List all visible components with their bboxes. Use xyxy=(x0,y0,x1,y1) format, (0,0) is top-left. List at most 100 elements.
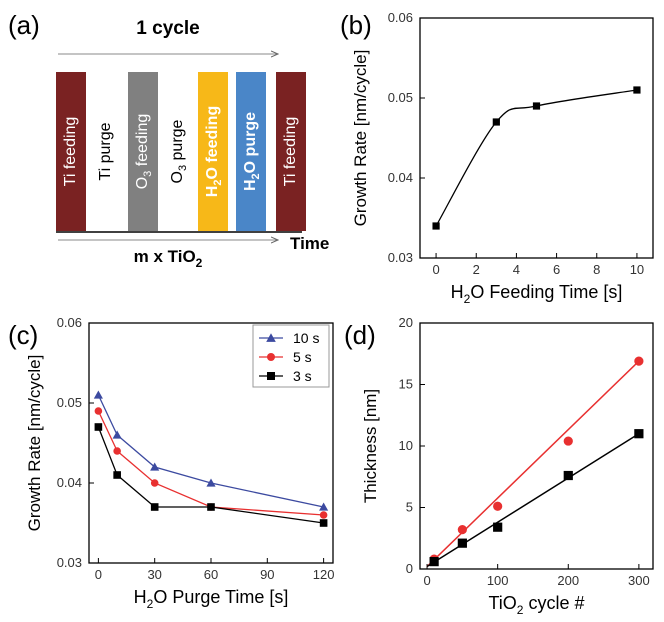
x-tick-label: 60 xyxy=(204,567,218,582)
step-label-sub: 2 xyxy=(212,180,224,186)
y-axis-label: Growth Rate [nm/cycle] xyxy=(351,50,370,227)
x-tick-label: 10 xyxy=(630,262,644,277)
y-tick-label: 10 xyxy=(399,438,413,453)
x-axis-label: H2O Feeding Time [s] xyxy=(451,282,623,306)
x-tick-label: 120 xyxy=(313,567,335,582)
legend-marker xyxy=(266,333,276,342)
step-label-4: O3 purge xyxy=(169,119,189,183)
step-label-sub: 3 xyxy=(142,171,154,177)
repeat-label-sub: 2 xyxy=(196,256,203,270)
y-axis-label: Thickness [nm] xyxy=(361,389,380,503)
data-point xyxy=(457,525,467,535)
x-tick-label: 90 xyxy=(260,567,274,582)
data-point xyxy=(429,557,439,567)
step-label-part: Ti purge xyxy=(97,122,114,180)
time-label: Time xyxy=(290,234,329,253)
data-point xyxy=(112,430,122,439)
step-block-5 xyxy=(198,72,228,231)
x-axis-label-sub: 2 xyxy=(464,292,471,306)
data-point xyxy=(634,356,644,366)
x-tick-label: 8 xyxy=(593,262,600,277)
step-label-part: O xyxy=(169,171,186,183)
data-point xyxy=(432,222,440,230)
step-label-sub: 2 xyxy=(250,173,262,179)
step-label-part: purge xyxy=(169,119,186,164)
step-label-part: H xyxy=(242,179,259,191)
x-axis-label: H2O Purge Time [s] xyxy=(134,587,289,611)
step-block-1 xyxy=(56,72,86,231)
repeat-label-main: m x TiO xyxy=(134,247,196,266)
step-label-part: O xyxy=(134,177,151,189)
x-axis-label-sub: 2 xyxy=(147,597,154,611)
x-tick-label: 0 xyxy=(432,262,439,277)
x-tick-label: 0 xyxy=(95,567,102,582)
step-label-part: O purge xyxy=(242,112,259,173)
x-tick-label: 0 xyxy=(423,573,430,588)
data-point xyxy=(113,447,121,455)
step-label-5: H2O feeding xyxy=(204,106,224,197)
x-tick-label: 300 xyxy=(628,573,650,588)
data-point xyxy=(493,501,503,511)
data-point xyxy=(633,86,641,94)
y-tick-label: 15 xyxy=(399,377,413,392)
step-label-7: Ti feeding xyxy=(282,117,299,187)
y-tick-label: 0.06 xyxy=(388,10,413,25)
y-tick-label: 20 xyxy=(399,315,413,330)
legend-marker xyxy=(267,353,275,361)
x-axis-label-part: cycle # xyxy=(523,593,584,613)
series-line xyxy=(435,89,638,227)
legend-label: 3 s xyxy=(293,368,312,384)
x-axis-label-part: O Feeding Time [s] xyxy=(470,282,622,302)
x-axis-label-part: O Purge Time [s] xyxy=(153,587,288,607)
x-axis-label-part: H xyxy=(451,282,464,302)
chart-c: 0 30 60 90 120 0.03 0.04 0.05 0.06 H2O Purge Time… xyxy=(25,315,334,611)
data-point xyxy=(563,436,573,446)
data-point xyxy=(207,503,215,511)
y-tick-label: 5 xyxy=(406,500,413,515)
x-axis-label-part: H xyxy=(134,587,147,607)
data-point xyxy=(93,390,103,399)
data-point xyxy=(206,478,216,487)
x-tick-label: 100 xyxy=(487,573,509,588)
data-point xyxy=(319,502,329,511)
plot-frame xyxy=(419,17,654,259)
x-axis-label: TiO2 cycle # xyxy=(488,593,584,617)
repeat-label: m x TiO2 xyxy=(134,247,203,270)
data-point xyxy=(634,429,644,439)
step-label-2: Ti purge xyxy=(97,122,114,180)
data-point xyxy=(150,462,160,471)
data-point xyxy=(532,102,541,110)
data-point xyxy=(94,423,103,431)
step-label-1: Ti feeding xyxy=(62,117,79,187)
series-line xyxy=(97,394,324,508)
cycle-label: 1 cycle xyxy=(136,18,199,39)
x-tick-label: 2 xyxy=(473,262,480,277)
data-point xyxy=(563,470,573,481)
legend-marker xyxy=(267,372,275,380)
panel-letter-c: (c) xyxy=(8,320,38,350)
data-point xyxy=(150,479,159,487)
x-tick-label: 200 xyxy=(557,573,579,588)
data-point xyxy=(113,471,121,479)
data-point xyxy=(319,519,328,527)
fit-line xyxy=(426,360,640,568)
panel-letter-b: (b) xyxy=(340,10,372,40)
legend-label: 10 s xyxy=(293,330,319,346)
step-block-3 xyxy=(128,72,158,231)
legend-label: 5 s xyxy=(293,349,312,365)
step-label-sub: 3 xyxy=(177,165,189,171)
data-point xyxy=(492,118,500,126)
x-tick-label: 30 xyxy=(147,567,161,582)
y-tick-label: 0.05 xyxy=(388,90,413,105)
y-tick-label: 0.04 xyxy=(57,475,82,490)
y-tick-label: 0.03 xyxy=(57,555,82,570)
step-label-part: O feeding xyxy=(204,106,221,180)
y-axis-label: Growth Rate [nm/cycle] xyxy=(25,355,44,532)
step-label-3: O3 feeding xyxy=(134,114,154,190)
y-tick-label: 0.05 xyxy=(57,395,82,410)
step-label-6: H2O purge xyxy=(242,112,262,191)
x-tick-label: 6 xyxy=(553,262,560,277)
